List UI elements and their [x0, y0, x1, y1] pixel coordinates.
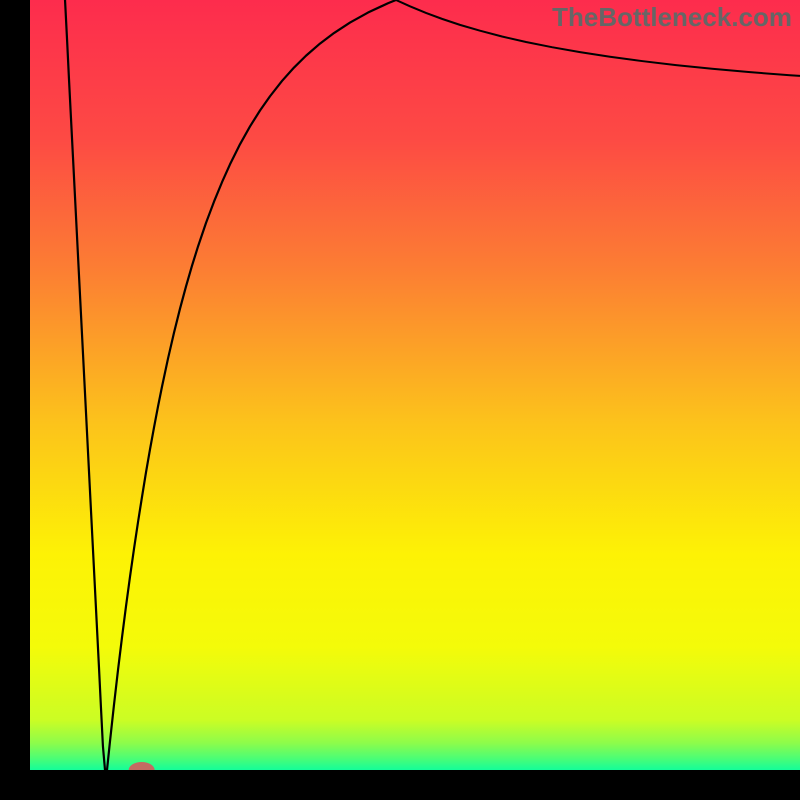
plot-area [30, 0, 800, 770]
chart-container: TheBottleneck.com [0, 0, 800, 800]
gradient-chart [0, 0, 800, 800]
